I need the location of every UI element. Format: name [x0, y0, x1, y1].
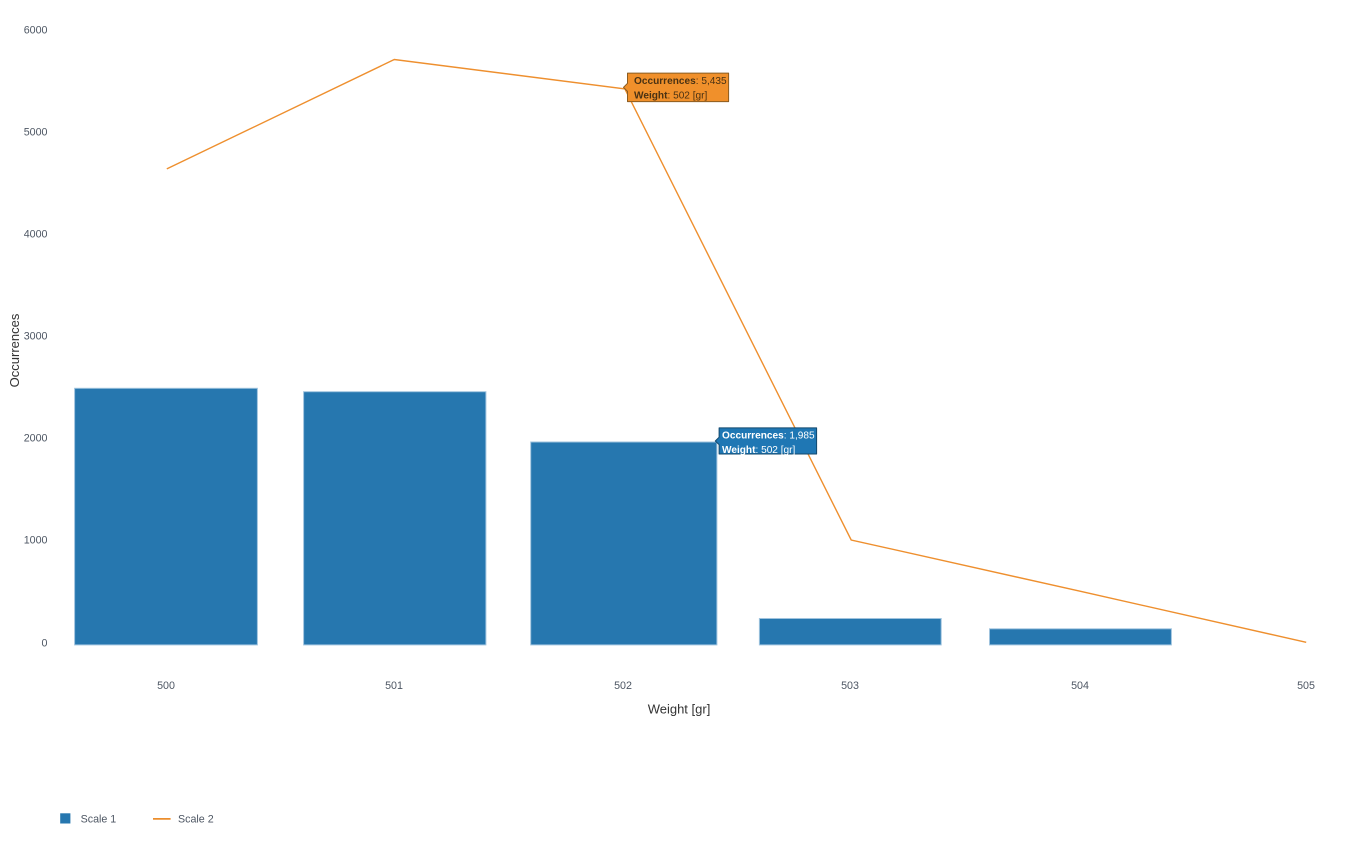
svg-text:501: 501	[385, 680, 403, 692]
svg-text:503: 503	[841, 680, 859, 692]
svg-text:5000: 5000	[24, 127, 48, 139]
svg-text:Occurrences: Occurrences	[7, 313, 22, 387]
svg-text:Weight [gr]: Weight [gr]	[648, 702, 711, 717]
svg-text:502: 502	[614, 680, 632, 692]
svg-text:505: 505	[1297, 680, 1315, 692]
svg-text:2000: 2000	[24, 433, 48, 445]
svg-text:4000: 4000	[24, 229, 48, 241]
svg-text:504: 504	[1071, 680, 1089, 692]
svg-text:6000: 6000	[24, 25, 48, 37]
svg-text:Occurrences: 1,985: Occurrences: 1,985	[722, 431, 815, 442]
svg-text:1000: 1000	[24, 535, 48, 547]
svg-text:0: 0	[42, 638, 48, 650]
svg-text:500: 500	[157, 680, 175, 692]
svg-text:Weight: 502 [gr]: Weight: 502 [gr]	[722, 445, 796, 456]
svg-text:Occurrences: 5,435: Occurrences: 5,435	[634, 76, 727, 87]
svg-text:3000: 3000	[24, 331, 48, 343]
svg-text:Scale 1: Scale 1	[81, 813, 117, 825]
svg-text:Weight: 502 [gr]: Weight: 502 [gr]	[634, 91, 708, 102]
svg-text:Scale 2: Scale 2	[178, 813, 214, 825]
